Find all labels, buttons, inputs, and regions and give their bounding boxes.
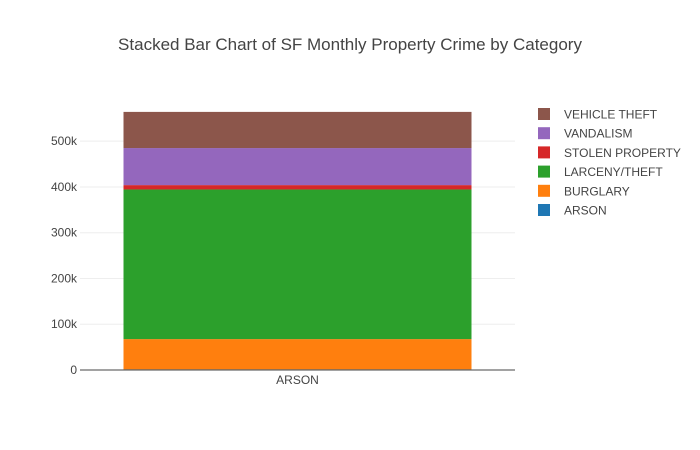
legend-label: LARCENY/THEFT: [564, 165, 663, 179]
chart-title: Stacked Bar Chart of SF Monthly Property…: [118, 35, 582, 54]
y-tick-label: 0: [70, 363, 77, 377]
legend-swatch: [538, 108, 550, 120]
y-tick-label: 300k: [51, 226, 78, 240]
legend-item[interactable]: ARSON: [538, 204, 607, 218]
legend-item[interactable]: VEHICLE THEFT: [538, 108, 658, 122]
legend-swatch: [538, 146, 550, 159]
legend-item[interactable]: VANDALISM: [538, 127, 632, 141]
legend: VEHICLE THEFT VANDALISM STOLEN PROPERTY LAR…: [538, 108, 681, 218]
bar-segment-vandalism[interactable]: [123, 148, 472, 186]
legend-label: VEHICLE THEFT: [564, 108, 658, 122]
axes: 0 100k 200k 300k 400k 500k ARSON: [51, 134, 515, 387]
legend-label: VANDALISM: [564, 127, 632, 141]
legend-label: BURGLARY: [564, 184, 630, 198]
y-tick-label: 500k: [51, 134, 78, 148]
bar-segment-burglary[interactable]: [123, 339, 472, 370]
y-tick-label: 100k: [51, 317, 78, 331]
y-tick-label: 200k: [51, 271, 78, 285]
legend-label: ARSON: [564, 204, 607, 218]
legend-item[interactable]: BURGLARY: [538, 184, 630, 198]
legend-item[interactable]: LARCENY/THEFT: [538, 165, 663, 179]
legend-swatch: [538, 127, 550, 140]
legend-swatch: [538, 204, 550, 216]
bar-segment-stolen-property[interactable]: [123, 185, 472, 190]
bars: [123, 111, 472, 370]
x-tick-label: ARSON: [276, 373, 319, 387]
legend-item[interactable]: STOLEN PROPERTY: [538, 146, 681, 160]
legend-label: STOLEN PROPERTY: [564, 146, 681, 160]
y-tick-label: 400k: [51, 180, 78, 194]
bar-segment-vehicle-theft[interactable]: [123, 111, 472, 149]
legend-swatch: [538, 184, 550, 197]
legend-swatch: [538, 165, 550, 178]
bar-segment-larceny-theft[interactable]: [123, 189, 472, 340]
